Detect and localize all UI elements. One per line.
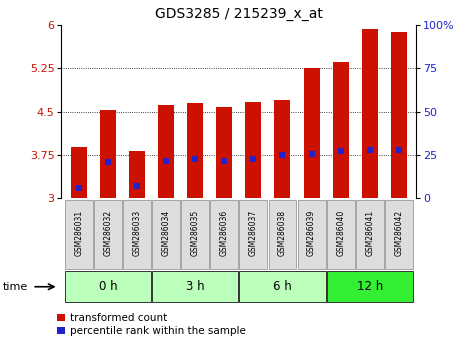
Bar <box>333 62 349 198</box>
Bar <box>385 200 413 269</box>
Text: GSM286041: GSM286041 <box>365 210 374 256</box>
Text: GSM286036: GSM286036 <box>220 210 229 256</box>
Text: GSM286032: GSM286032 <box>104 210 113 256</box>
Bar <box>152 200 180 269</box>
Bar <box>71 147 87 198</box>
Bar <box>94 200 122 269</box>
Text: GSM286039: GSM286039 <box>307 210 316 256</box>
Bar <box>129 151 145 198</box>
Bar <box>298 200 325 269</box>
Bar <box>239 272 325 302</box>
Bar <box>245 102 262 198</box>
Text: GSM286031: GSM286031 <box>74 210 83 256</box>
Bar <box>327 272 413 302</box>
Bar <box>65 272 151 302</box>
Text: 6 h: 6 h <box>273 280 292 293</box>
Bar <box>187 103 203 198</box>
Bar <box>100 110 116 198</box>
Text: 0 h: 0 h <box>99 280 117 293</box>
Text: GSM286037: GSM286037 <box>249 210 258 256</box>
Bar <box>269 200 297 269</box>
Bar <box>210 200 238 269</box>
Bar <box>391 32 407 198</box>
Title: GDS3285 / 215239_x_at: GDS3285 / 215239_x_at <box>155 7 323 21</box>
Bar <box>65 200 93 269</box>
Bar <box>304 68 320 198</box>
Bar <box>274 100 290 198</box>
Text: 3 h: 3 h <box>186 280 204 293</box>
Bar <box>362 29 378 198</box>
Text: GSM286040: GSM286040 <box>336 210 345 256</box>
Text: time: time <box>2 282 27 292</box>
Bar <box>123 200 151 269</box>
Text: 12 h: 12 h <box>357 280 383 293</box>
Text: GSM286038: GSM286038 <box>278 210 287 256</box>
Bar <box>216 107 232 198</box>
Text: GSM286034: GSM286034 <box>162 210 171 256</box>
Text: GSM286033: GSM286033 <box>132 210 141 256</box>
Text: GSM286035: GSM286035 <box>191 210 200 256</box>
Bar <box>239 200 267 269</box>
Bar <box>327 200 355 269</box>
Bar <box>181 200 209 269</box>
Bar <box>356 200 384 269</box>
Bar <box>158 104 174 198</box>
Bar <box>152 272 238 302</box>
Text: GSM286042: GSM286042 <box>394 210 403 256</box>
Legend: transformed count, percentile rank within the sample: transformed count, percentile rank withi… <box>57 313 246 336</box>
